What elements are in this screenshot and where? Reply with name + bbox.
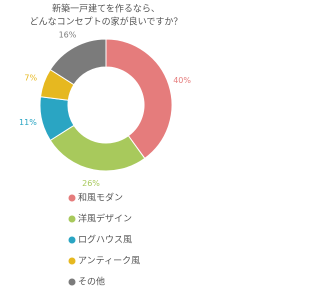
data-label: 11% bbox=[19, 118, 37, 127]
legend-marker bbox=[68, 236, 76, 244]
legend-label: ログハウス風 bbox=[78, 234, 132, 246]
legend-label: 洋風デザイン bbox=[78, 213, 132, 225]
donut-slice bbox=[49, 124, 146, 172]
data-label: 26% bbox=[82, 179, 100, 188]
legend-label: その他 bbox=[78, 276, 105, 288]
chart-title: 新築一戸建てを作るなら、 bbox=[52, 3, 160, 15]
data-label: 40% bbox=[173, 76, 191, 85]
legend-label: アンティーク風 bbox=[78, 256, 140, 267]
chart: 新築一戸建てを作るなら、 どんなコンセプトの家が良いですか？ 40% 26% 11%… bbox=[19, 3, 191, 288]
legend-marker bbox=[68, 215, 76, 223]
legend-marker bbox=[68, 257, 76, 265]
legend-label: 和風モダン bbox=[78, 192, 123, 204]
legend-marker bbox=[68, 194, 76, 202]
donut-slice bbox=[105, 38, 173, 160]
chart-title: どんなコンセプトの家が良いですか？ bbox=[30, 16, 183, 28]
donut-slice bbox=[49, 38, 107, 86]
data-label: 16% bbox=[59, 30, 77, 39]
data-label: 7% bbox=[24, 73, 37, 82]
legend-marker bbox=[68, 278, 76, 286]
